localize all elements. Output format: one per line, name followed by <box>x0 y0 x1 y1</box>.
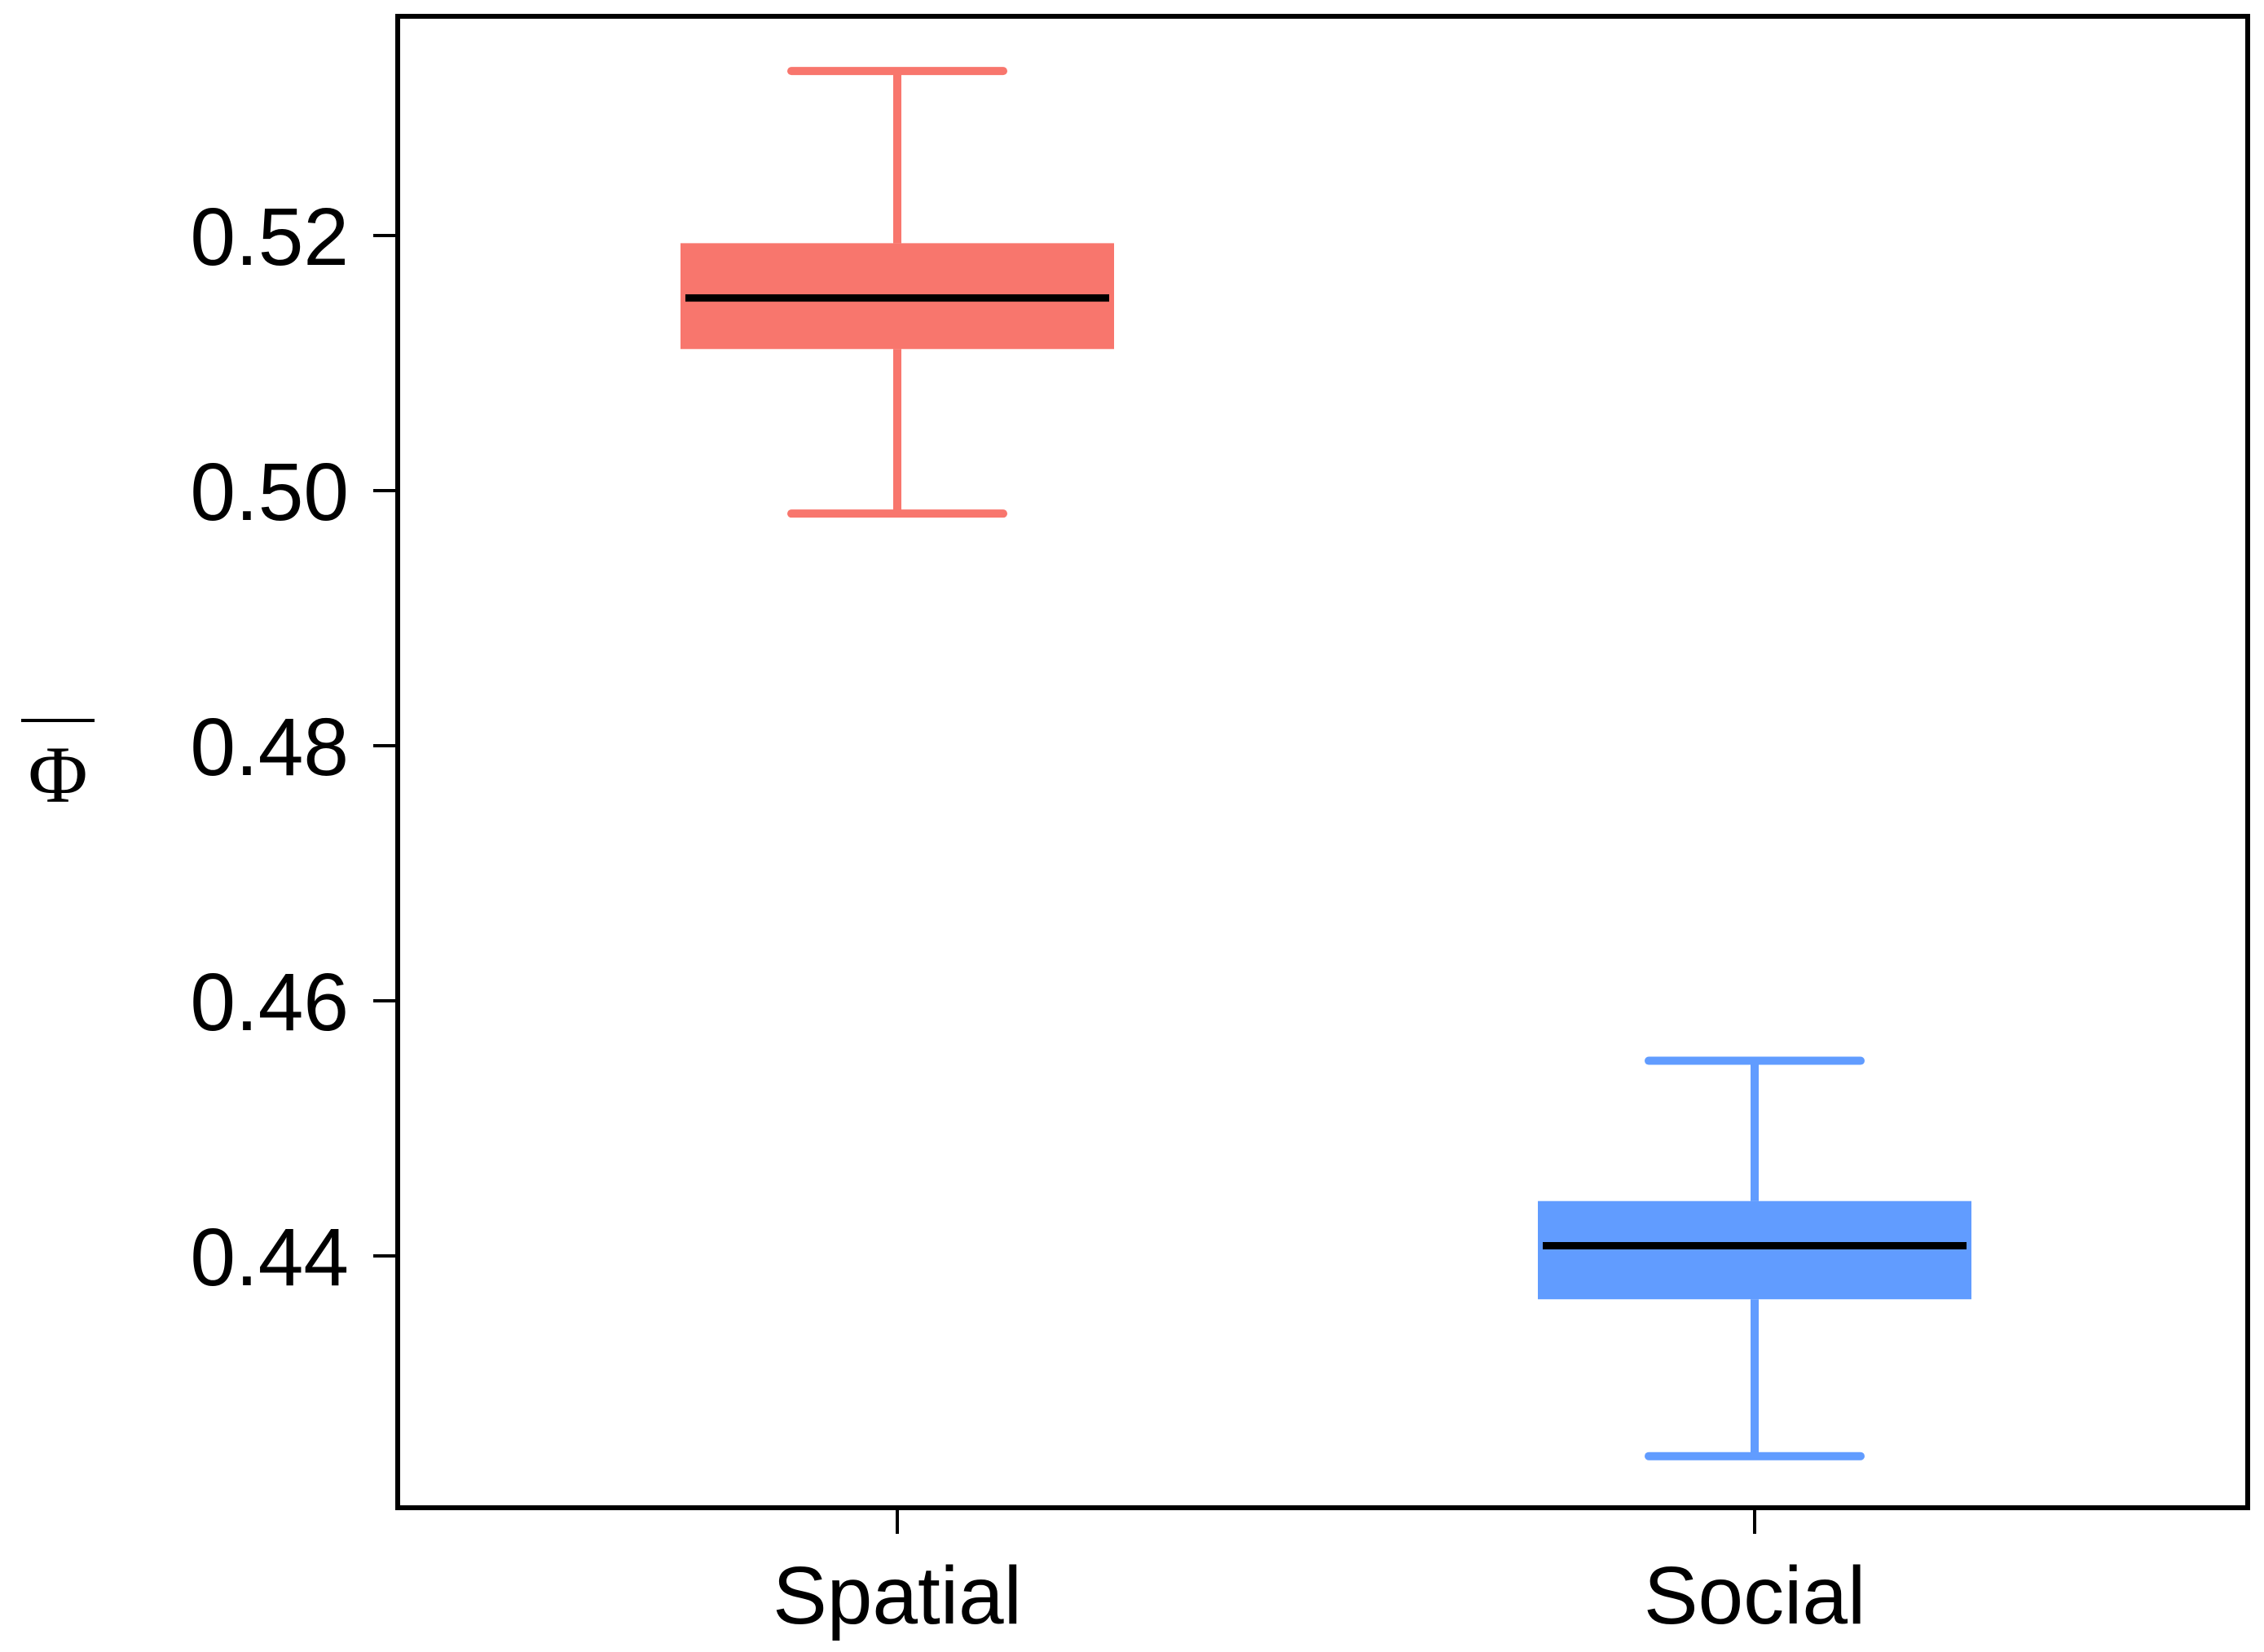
iqr-box <box>1538 1200 1971 1300</box>
boxes <box>681 67 1971 1460</box>
plot-frame <box>395 14 2250 1510</box>
x-tick-label: Social <box>1644 1550 1865 1641</box>
y-tick-label: 0.48 <box>190 702 349 793</box>
y-tick-label: 0.52 <box>190 192 349 283</box>
y-axis-title-text: Φ <box>28 729 87 820</box>
y-tick-label: 0.44 <box>190 1212 349 1303</box>
y-axis: 0.44 0.46 0.48 0.50 0.52 <box>190 192 398 1303</box>
box-social <box>1538 1056 1971 1460</box>
box-spatial <box>681 67 1114 518</box>
y-tick-label: 0.46 <box>190 957 349 1048</box>
y-tick-label: 0.50 <box>190 447 349 538</box>
x-axis: Spatial Social <box>773 1508 1865 1641</box>
y-axis-title: Φ <box>21 719 95 820</box>
x-tick-label: Spatial <box>773 1550 1022 1641</box>
